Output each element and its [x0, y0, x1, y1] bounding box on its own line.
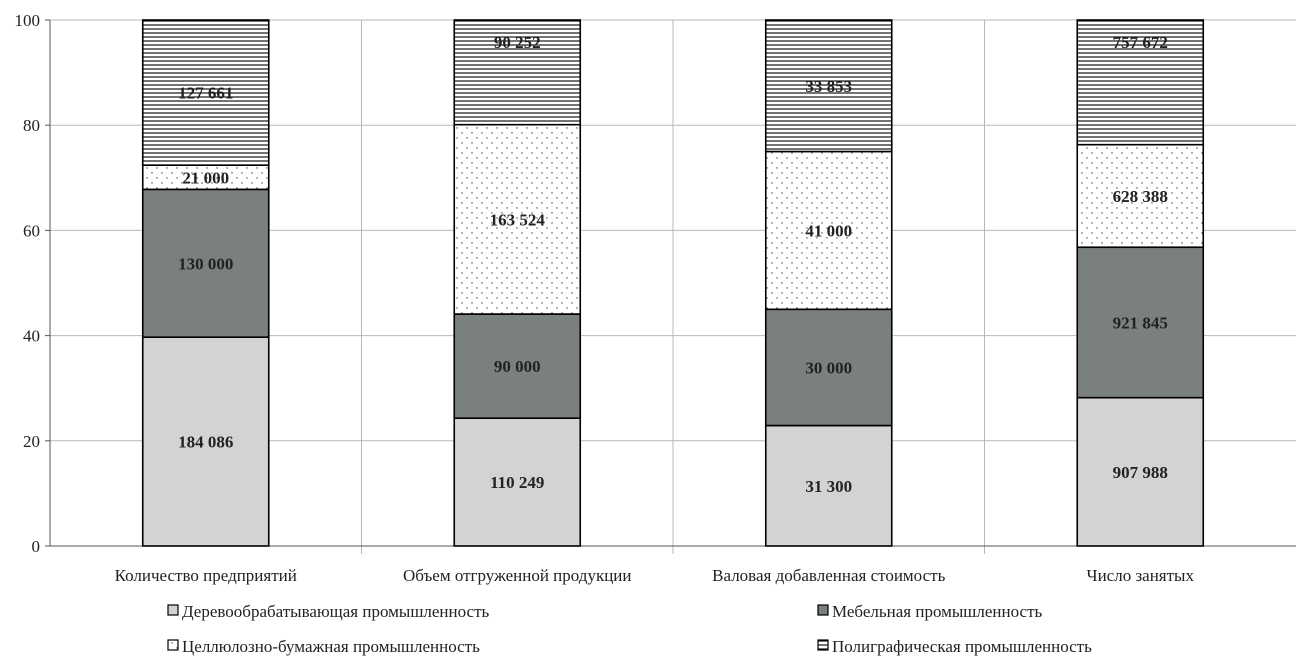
- y-tick-label: 60: [23, 221, 40, 240]
- x-tick-label: Число занятых: [1087, 566, 1195, 585]
- data-label: 163 524: [490, 210, 546, 229]
- bar-segment: [1076, 396, 1205, 547]
- y-tick-label: 100: [15, 11, 41, 30]
- bar-segment: [141, 336, 270, 547]
- legend-swatch: [817, 604, 829, 616]
- bar-segment: [141, 19, 270, 166]
- data-label: 184 086: [178, 433, 233, 452]
- x-tick-label: Валовая добавленная стоимость: [712, 566, 945, 585]
- legend-swatch: [167, 604, 179, 616]
- data-label: 21 000: [182, 168, 229, 187]
- bar-segment: [1076, 19, 1205, 146]
- data-labels-layer: 184 086 130 000 21 000 127 661 110 249 90 000…: [178, 33, 1168, 496]
- bar-segment: [141, 164, 270, 191]
- y-tick-label: 80: [23, 116, 40, 135]
- legend-label: Деревообрабатывающая промышленность: [182, 602, 490, 621]
- bar-segment: [764, 19, 893, 153]
- bar-segment: [1076, 143, 1205, 249]
- y-tick-label: 40: [23, 327, 40, 346]
- data-label: 90 252: [494, 33, 541, 52]
- data-label: 130 000: [178, 254, 233, 273]
- bar-segment: [453, 313, 582, 419]
- bar-segment: [453, 19, 582, 126]
- bar-segment: [764, 308, 893, 427]
- x-tick-label: Количество предприятий: [115, 566, 297, 585]
- data-label: 921 845: [1113, 313, 1168, 332]
- legend-label: Целлюлозно-бумажная промышленность: [182, 637, 480, 656]
- bar-segment: [1076, 246, 1205, 399]
- data-label: 127 661: [178, 84, 233, 103]
- bar-segment: [764, 150, 893, 311]
- data-label: 90 000: [494, 357, 541, 376]
- data-label: 907 988: [1113, 463, 1168, 482]
- y-tick-label: 0: [32, 537, 41, 556]
- data-label: 31 300: [805, 477, 852, 496]
- y-tick-label: 20: [23, 432, 40, 451]
- data-label: 41 000: [805, 221, 852, 240]
- data-label: 30 000: [805, 358, 852, 377]
- x-tick-label: Объем отгруженной продукции: [403, 566, 632, 585]
- legend-swatch: [167, 639, 179, 651]
- bar-segment: [141, 188, 270, 338]
- bar-segment: [453, 417, 582, 547]
- legend-swatch: [817, 639, 829, 651]
- bar-segment: [453, 123, 582, 315]
- data-label: 110 249: [490, 473, 544, 492]
- legend: Деревообрабатывающая промышленность Мебел…: [167, 602, 1092, 656]
- bar-segment: [764, 424, 893, 547]
- data-label: 757 672: [1113, 33, 1168, 52]
- bars-layer: [141, 19, 1205, 547]
- data-label: 628 388: [1113, 187, 1168, 206]
- legend-label: Мебельная промышленность: [832, 602, 1043, 621]
- data-label: 33 853: [805, 77, 852, 96]
- legend-label: Полиграфическая промышленность: [832, 637, 1092, 656]
